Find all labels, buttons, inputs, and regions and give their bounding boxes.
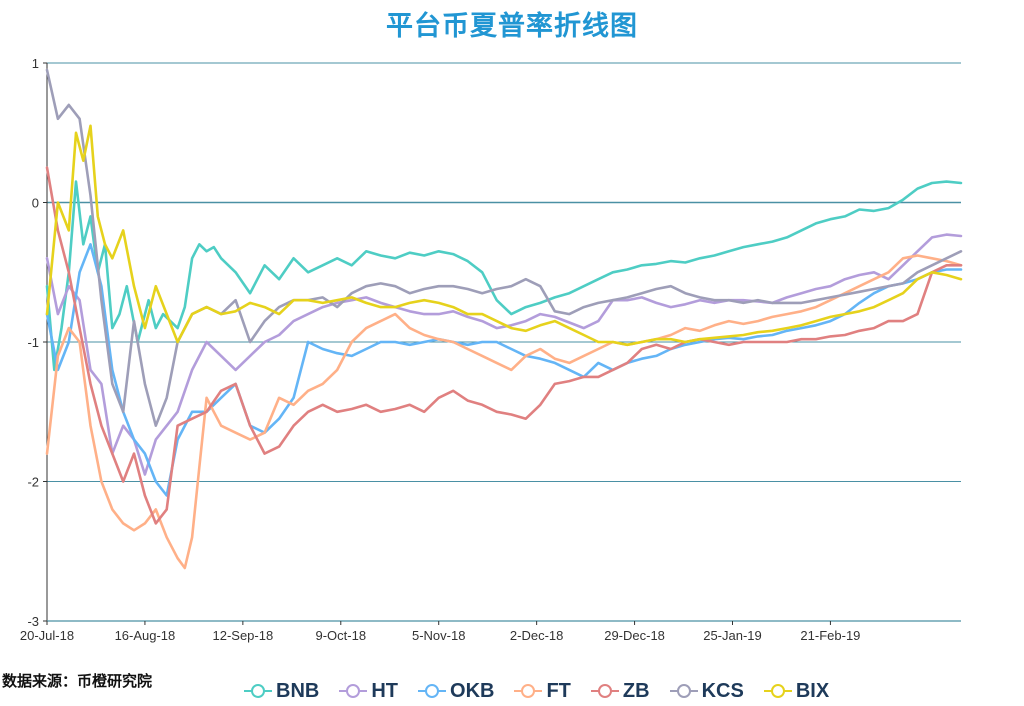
legend-item-ft[interactable]: FT	[514, 679, 571, 703]
legend-label: ZB	[622, 679, 650, 702]
legend-line-marker-icon	[244, 684, 272, 698]
x-tick-label: 12-Sep-18	[212, 628, 273, 643]
legend-label: KCS	[701, 679, 744, 702]
legend-line-marker-icon	[418, 684, 447, 698]
axes: 1 0 -1 -2 -320-Jul-18 16-Aug-18 12-Sep-18 9-Oct…	[20, 56, 961, 643]
line-chart: 1 0 -1 -2 -320-Jul-18 16-Aug-18 12-Sep-18 9-Oct…	[20, 56, 963, 643]
x-tick-label: 20-Jul-18	[20, 628, 74, 643]
x-tick-label: 29-Dec-18	[604, 628, 665, 643]
series-line-ht	[45, 233, 963, 476]
chart-title: 平台币夏普率折线图	[386, 11, 638, 42]
legend-label: BIX	[795, 679, 830, 702]
legend-label: FT	[546, 679, 571, 702]
y-tick-label: -1	[27, 335, 39, 350]
legend-line-marker-icon	[590, 684, 619, 698]
legend-item-zb[interactable]: ZB	[590, 679, 650, 703]
legend-item-ht[interactable]: HT	[339, 680, 398, 703]
x-tick-label: 9-Oct-18	[315, 628, 366, 643]
y-tick-label: 0	[32, 196, 39, 211]
series-line-zb	[45, 166, 963, 525]
x-tick-label: 16-Aug-18	[115, 628, 176, 643]
series-line-bix	[45, 124, 963, 347]
legend-line-marker-icon	[763, 684, 792, 698]
series-line-ft	[45, 254, 963, 570]
gridlines	[47, 62, 961, 622]
y-tick-label: -3	[27, 614, 39, 629]
legend: BNB HT OKB FT ZB KCS BIX	[244, 678, 849, 704]
x-tick-label: 5-Nov-18	[412, 628, 465, 643]
series-line-okb	[45, 243, 963, 497]
y-tick-label: 1	[32, 56, 39, 71]
x-tick-label: 21-Feb-19	[800, 628, 860, 643]
legend-label: HT	[371, 679, 399, 702]
legend-line-marker-icon	[339, 684, 368, 698]
source-note: 数据来源：币橙研究院	[2, 672, 153, 690]
series-line-bnb	[45, 180, 963, 372]
legend-line-marker-icon	[514, 684, 543, 698]
x-tick-label: 2-Dec-18	[510, 628, 563, 643]
legend-item-okb[interactable]: OKB	[418, 680, 494, 703]
legend-line-marker-icon	[669, 684, 698, 698]
x-tick-label: 25-Jan-19	[703, 628, 762, 643]
legend-item-kcs[interactable]: KCS	[669, 679, 744, 703]
legend-item-bix[interactable]: BIX	[763, 679, 830, 703]
y-tick-label: -2	[27, 475, 39, 490]
legend-label: OKB	[450, 679, 495, 702]
legend-item-bnb[interactable]: BNB	[244, 680, 319, 703]
legend-label: BNB	[276, 679, 320, 702]
series-line-kcs	[45, 68, 963, 428]
series-lines	[45, 68, 963, 570]
